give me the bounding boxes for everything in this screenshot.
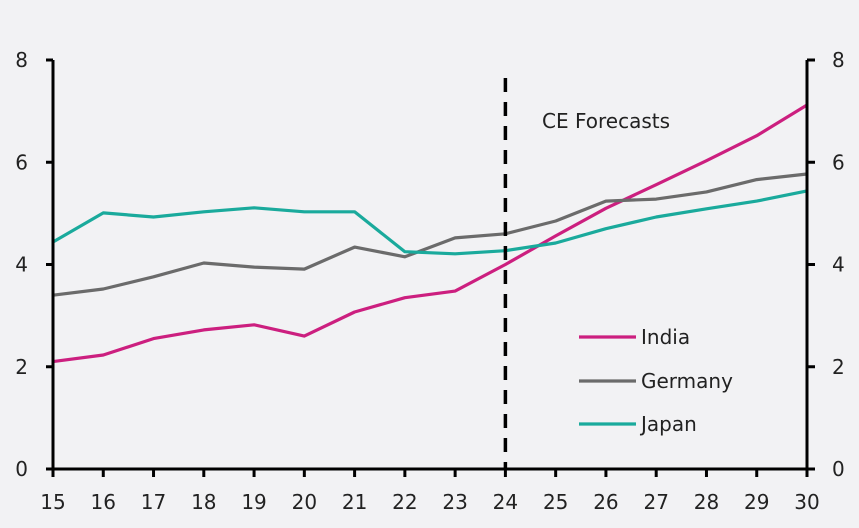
x-tick-label: 19 (241, 490, 266, 514)
series-line-japan (52, 189, 808, 256)
x-tick-label: 24 (493, 490, 518, 514)
legend-label-japan: Japan (639, 412, 697, 436)
x-tick-label: 29 (744, 490, 769, 514)
legend-label-germany: Germany (641, 369, 733, 393)
y-tick-label-left: 2 (15, 355, 28, 379)
x-tick-label: 27 (643, 490, 668, 514)
legend-label-india: India (641, 325, 690, 349)
y-tick-label-left: 0 (15, 457, 28, 481)
y-tick-label-left: 6 (15, 150, 28, 174)
y-tick-label-right: 0 (832, 457, 845, 481)
x-tick-label: 25 (543, 490, 568, 514)
x-tick-label: 26 (593, 490, 618, 514)
series-layer (52, 103, 808, 364)
y-tick-label-right: 2 (832, 355, 845, 379)
y-tick-label-right: 8 (832, 48, 845, 72)
x-tick-label: 16 (91, 490, 116, 514)
legend: India Germany Japan (579, 325, 733, 436)
x-tick-label: 22 (392, 490, 417, 514)
x-tick-label: 17 (141, 490, 166, 514)
y-tick-label-left: 4 (15, 253, 28, 277)
series-line-india (52, 103, 808, 364)
x-tick-label: 28 (694, 490, 719, 514)
x-tick-label: 30 (794, 490, 819, 514)
x-tick-label: 21 (342, 490, 367, 514)
y-tick-label-right: 4 (832, 253, 845, 277)
axes-layer: 0 02 24 46 68 815 16 17 18 19 20 21 22 23 24 25 26 27 28 29… (15, 48, 844, 514)
x-tick-label: 23 (442, 490, 467, 514)
y-tick-label-left: 8 (15, 48, 28, 72)
x-tick-label: 15 (40, 490, 65, 514)
x-tick-label: 18 (191, 490, 216, 514)
series-line-germany (52, 172, 808, 297)
forecast-annotation: CE Forecasts (542, 109, 670, 133)
x-tick-label: 20 (292, 490, 317, 514)
y-tick-label-right: 6 (832, 150, 845, 174)
